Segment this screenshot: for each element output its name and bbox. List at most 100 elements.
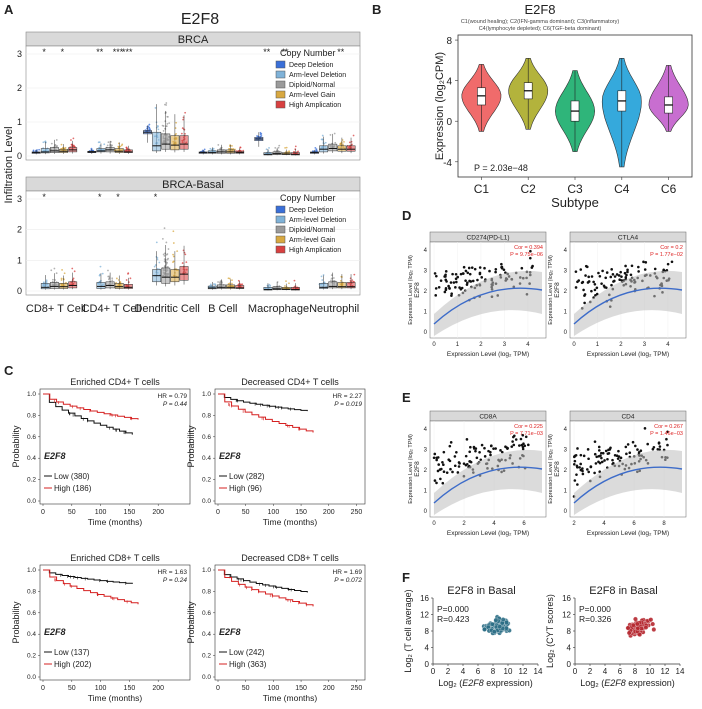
data-point bbox=[98, 274, 101, 277]
data-point bbox=[167, 248, 170, 250]
data-point bbox=[523, 444, 527, 448]
box bbox=[337, 145, 347, 152]
data-point bbox=[581, 280, 585, 284]
data-point bbox=[278, 144, 281, 147]
km-curve-low bbox=[43, 569, 133, 584]
data-point bbox=[504, 620, 509, 625]
data-point bbox=[294, 145, 297, 148]
data-point bbox=[587, 275, 590, 279]
y-tick-label: 2 bbox=[424, 468, 428, 474]
km-curve-low bbox=[218, 569, 308, 593]
data-point bbox=[330, 279, 332, 282]
data-point bbox=[464, 454, 468, 458]
cor-label: Cor = 0.267 bbox=[654, 424, 683, 430]
data-point bbox=[162, 253, 165, 256]
data-point bbox=[332, 277, 335, 279]
km-curve-low bbox=[218, 393, 308, 412]
x-tick-label: 0 bbox=[572, 342, 576, 348]
box bbox=[123, 149, 133, 153]
x-tick-label: Macrophage bbox=[248, 303, 309, 315]
data-point bbox=[500, 617, 506, 622]
y-axis-label: Expression Level (log₂ TPM) bbox=[548, 434, 554, 504]
data-point bbox=[437, 463, 441, 466]
hr-label: HR = 2.27 bbox=[333, 393, 363, 400]
x-tick-label: 4 bbox=[461, 667, 466, 676]
data-point bbox=[107, 141, 110, 144]
y-axis-var: E2F8 bbox=[554, 461, 561, 477]
x-tick-label: 1 bbox=[456, 342, 460, 348]
data-point bbox=[601, 451, 605, 455]
data-point bbox=[585, 265, 589, 269]
x-tick-label: 4 bbox=[492, 521, 496, 527]
y-tick-label: 16 bbox=[420, 594, 429, 603]
data-point bbox=[601, 269, 604, 273]
data-point bbox=[333, 132, 336, 135]
data-point bbox=[265, 148, 268, 151]
km-ylabel: Probability bbox=[11, 425, 21, 468]
data-point bbox=[468, 450, 471, 454]
legend-label: Diploid/Normal bbox=[289, 227, 335, 234]
data-point bbox=[474, 449, 477, 453]
data-point bbox=[63, 272, 66, 275]
data-point bbox=[181, 262, 184, 264]
hr-label: HR = 0.79 bbox=[158, 393, 188, 400]
data-point bbox=[217, 144, 220, 146]
y-tick-label: 0.4 bbox=[27, 455, 36, 462]
f-r-label: R=0.326 bbox=[579, 614, 612, 624]
data-point bbox=[593, 452, 597, 456]
data-point bbox=[573, 459, 577, 463]
data-point bbox=[478, 266, 482, 269]
y-tick-label: 16 bbox=[562, 594, 571, 603]
y-tick-label: 1.0 bbox=[202, 391, 211, 398]
legend-title: Copy Number bbox=[280, 193, 336, 203]
y-tick-label: 4 bbox=[424, 427, 428, 433]
data-point bbox=[491, 629, 497, 635]
x-tick-label: 10 bbox=[646, 667, 655, 676]
box bbox=[152, 131, 162, 152]
data-point bbox=[353, 273, 356, 276]
data-point bbox=[624, 264, 627, 268]
data-point bbox=[70, 139, 72, 141]
data-point bbox=[106, 144, 109, 147]
data-point bbox=[119, 145, 122, 148]
scatter-title: CD8A bbox=[479, 414, 497, 421]
x-tick-label: 200 bbox=[323, 685, 335, 692]
data-point bbox=[97, 141, 100, 144]
data-point bbox=[118, 142, 120, 145]
data-point bbox=[293, 279, 296, 282]
data-point bbox=[643, 268, 647, 271]
significance-mark: ** bbox=[337, 47, 345, 57]
data-point bbox=[579, 453, 583, 457]
data-point bbox=[259, 133, 262, 136]
legend-swatch bbox=[275, 215, 286, 224]
data-point bbox=[269, 284, 272, 287]
data-point bbox=[473, 267, 477, 271]
y-tick-label: 0.8 bbox=[27, 412, 36, 419]
data-point bbox=[589, 465, 593, 468]
data-point bbox=[148, 123, 151, 126]
data-point bbox=[64, 146, 67, 149]
x-axis-label: Expression Level (log₂ TPM) bbox=[587, 351, 669, 358]
data-point bbox=[454, 273, 458, 276]
x-tick-label: 14 bbox=[534, 667, 543, 676]
data-point bbox=[445, 471, 449, 474]
x-tick-label: 4 bbox=[603, 667, 608, 676]
data-point bbox=[592, 280, 595, 284]
plot-area bbox=[39, 564, 191, 681]
box bbox=[226, 284, 235, 289]
data-point bbox=[586, 281, 590, 284]
data-point bbox=[457, 465, 461, 468]
data-point bbox=[156, 257, 159, 259]
strip-title: BRCA bbox=[178, 34, 209, 46]
y-tick-label: 0.8 bbox=[27, 588, 36, 595]
data-point bbox=[458, 286, 461, 289]
y-tick-label: 3 bbox=[17, 194, 22, 204]
data-point bbox=[634, 621, 640, 627]
box bbox=[281, 287, 291, 291]
data-point bbox=[618, 278, 621, 282]
data-point bbox=[500, 262, 503, 266]
data-point bbox=[237, 283, 240, 286]
box bbox=[235, 285, 245, 289]
data-point bbox=[461, 272, 465, 275]
box bbox=[263, 287, 273, 291]
